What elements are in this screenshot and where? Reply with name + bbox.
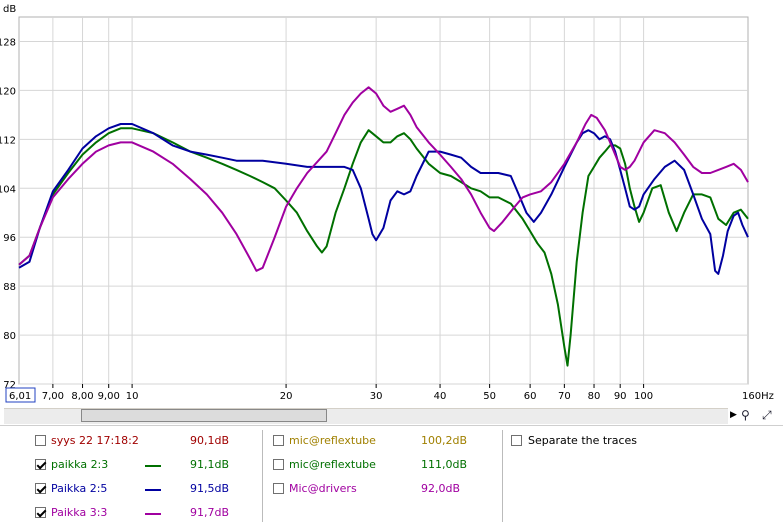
x-axis-ticks: 7,00 8,00 9,00 10 20 30 40 50 60 70 80 90 100: [42, 384, 653, 402]
y-tick-label: 96: [3, 233, 16, 244]
x-tick-label: 7,00: [42, 391, 64, 402]
legend-checkbox[interactable]: [35, 507, 46, 518]
separate-traces-label: Separate the traces: [528, 434, 637, 447]
legend-entry[interactable]: paikka 2:3 91,1dB: [35, 457, 255, 473]
x-axis-end-label: 160Hz: [742, 391, 774, 402]
legend-entry[interactable]: syys 22 17:18:2 90,1dB: [35, 433, 255, 449]
x-tick-label: 30: [370, 391, 383, 402]
legend-checkbox[interactable]: [35, 483, 46, 494]
y-tick-label: 80: [3, 331, 16, 342]
y-tick-label: 72: [3, 380, 16, 391]
legend-name: Paikka 3:3: [51, 506, 108, 519]
series-line-3: [18, 86, 749, 272]
legend-name: mic@reflextube: [289, 434, 376, 447]
legend-value: 111,0dB: [421, 458, 468, 471]
legend-value: 90,1dB: [190, 434, 230, 447]
plot-area: [18, 16, 749, 385]
y-tick-label: 88: [3, 282, 16, 293]
x-tick-label: 60: [524, 391, 537, 402]
legend-checkbox[interactable]: [273, 435, 284, 446]
legend-panel: syys 22 17:18:2 90,1dB paikka 2:3 91,1dB Pai…: [0, 425, 783, 527]
y-axis-label: dB: [3, 4, 16, 15]
legend-swatch: [145, 465, 161, 467]
legend-value: 92,0dB: [421, 482, 461, 495]
legend-entry[interactable]: Paikka 3:3 91,7dB: [35, 505, 255, 521]
legend-entry[interactable]: Paikka 2:5 91,5dB: [35, 481, 255, 497]
x-cursor-box[interactable]: [5, 387, 36, 403]
legend-entry[interactable]: mic@reflextube 111,0dB: [273, 457, 498, 473]
separate-traces-option[interactable]: Separate the traces: [511, 433, 671, 449]
legend-value: 91,7dB: [190, 506, 230, 519]
legend-divider-1: [262, 430, 263, 522]
legend-checkbox[interactable]: [273, 483, 284, 494]
frequency-response-chart[interactable]: 72 80 88 96 104 112 120 128 7,00 8,00 9,00 10 20 30 4…: [0, 0, 783, 408]
legend-value: 100,2dB: [421, 434, 468, 447]
legend-checkbox[interactable]: [273, 459, 284, 470]
legend-name: Mic@drivers: [289, 482, 357, 495]
fit-arrows-icon[interactable]: ⤢: [762, 408, 772, 422]
y-tick-label: 112: [0, 135, 16, 146]
legend-entry[interactable]: Mic@drivers 92,0dB: [273, 481, 498, 497]
legend-name: paikka 2:3: [51, 458, 109, 471]
legend-entry[interactable]: mic@reflextube 100,2dB: [273, 433, 498, 449]
y-tick-label: 104: [0, 184, 16, 195]
x-tick-label: 40: [434, 391, 447, 402]
legend-divider-2: [502, 430, 503, 522]
y-tick-label: 128: [0, 37, 16, 48]
zoom-icon[interactable]: ⚲: [741, 408, 750, 422]
legend-swatch: [145, 489, 161, 491]
y-axis-ticks: 72 80 88 96 104 112 120 128: [0, 37, 16, 391]
x-tick-label: 90: [614, 391, 627, 402]
legend-name: Paikka 2:5: [51, 482, 108, 495]
series-line-2: [18, 123, 749, 275]
x-cursor-value: 6,01: [9, 391, 31, 402]
legend-value: 91,5dB: [190, 482, 230, 495]
scrollbar-thumb[interactable]: [81, 409, 327, 422]
scroll-right-arrow-icon[interactable]: ▶: [730, 410, 737, 420]
separate-traces-checkbox[interactable]: [511, 435, 522, 446]
legend-checkbox[interactable]: [35, 435, 46, 446]
x-tick-label: 50: [483, 391, 496, 402]
x-tick-label: 80: [588, 391, 601, 402]
x-tick-label: 10: [126, 391, 139, 402]
x-tick-label: 8,00: [71, 391, 93, 402]
legend-name: mic@reflextube: [289, 458, 376, 471]
x-tick-label: 9,00: [98, 391, 120, 402]
series-lines: [18, 86, 749, 367]
y-tick-label: 120: [0, 86, 16, 97]
legend-swatch: [145, 513, 161, 515]
legend-value: 91,1dB: [190, 458, 230, 471]
legend-name: syys 22 17:18:2: [51, 434, 139, 447]
x-tick-label: 70: [558, 391, 571, 402]
legend-checkbox[interactable]: [35, 459, 46, 470]
x-tick-label: 20: [280, 391, 293, 402]
x-tick-label: 100: [634, 391, 653, 402]
